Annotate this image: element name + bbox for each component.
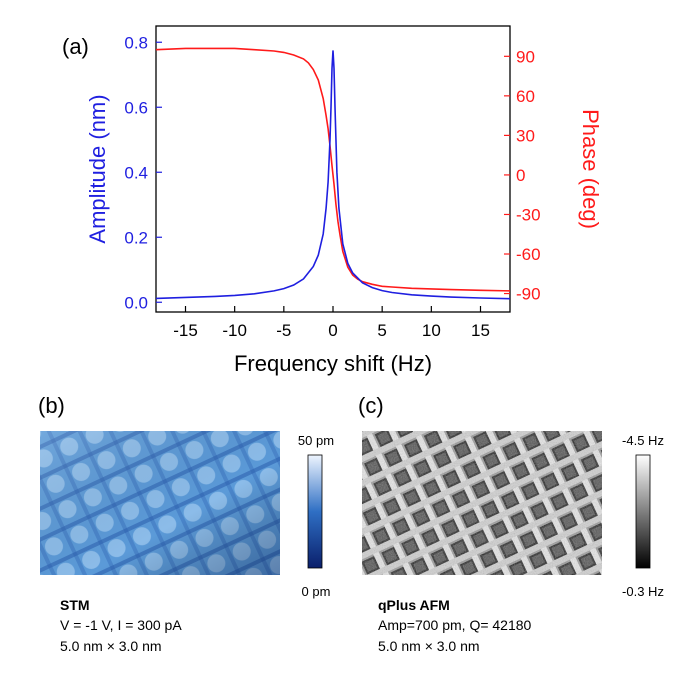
stm-colorbar-max: 50 pm: [298, 433, 334, 448]
y-left-tick-label: 0.4: [124, 163, 148, 182]
panel-c: (c) -4.5 Hz -0.3 Hz qPlus AFM Amp=700 pm…: [358, 393, 664, 654]
panel-b-label: (b): [38, 393, 65, 418]
y-right-tick-label: 90: [516, 47, 535, 66]
y-left-tick-label: 0.2: [124, 228, 148, 247]
y-left-tick-label: 0.6: [124, 98, 148, 117]
y-left-axis-label: Amplitude (nm): [85, 94, 110, 243]
panel-a-label: (a): [62, 34, 89, 59]
y-right-axis-label: Phase (deg): [578, 109, 603, 229]
y-right-tick-label: -60: [516, 245, 541, 264]
stm-info-2: 5.0 nm × 3.0 nm: [60, 638, 162, 654]
stm-colorbar-min: 0 pm: [302, 584, 331, 599]
stm-info-1: V = -1 V, I = 300 pA: [60, 617, 182, 633]
afm-colorbar-min: -0.3 Hz: [622, 584, 664, 599]
x-tick-label: -10: [222, 321, 247, 340]
afm-info-1: Amp=700 pm, Q= 42180: [378, 617, 532, 633]
amplitude-series-line: [155, 50, 511, 300]
axes-a: -15 -10 -5 0 5 10 15 0.0 0.2 0.4 0.6 0.8 -90 -60 -30 0 3…: [124, 33, 540, 340]
stm-colorbar: [307, 454, 323, 569]
y-right-tick-label: -90: [516, 285, 541, 304]
y-left-tick-label: 0.0: [124, 293, 148, 312]
x-tick-label: -15: [173, 321, 198, 340]
panel-c-label: (c): [358, 393, 384, 418]
x-tick-label: 0: [328, 321, 337, 340]
afm-info-2: 5.0 nm × 3.0 nm: [378, 638, 480, 654]
stm-image: [40, 431, 280, 575]
afm-image: [362, 431, 602, 575]
x-tick-label: 15: [471, 321, 490, 340]
x-tick-label: 5: [377, 321, 386, 340]
afm-title: qPlus AFM: [378, 597, 450, 613]
y-left-tick-label: 0.8: [124, 33, 148, 52]
x-tick-label: -5: [276, 321, 291, 340]
y-right-tick-label: 60: [516, 87, 535, 106]
phase-series-line: [155, 47, 511, 292]
y-right-tick-label: 0: [516, 166, 525, 185]
x-axis-label: Frequency shift (Hz): [234, 351, 432, 376]
panel-b: (b) 50 pm 0 pm STM V = -1 V, I = 300 pA …: [38, 393, 334, 654]
y-right-tick-label: 30: [516, 126, 535, 145]
y-right-tick-label: -30: [516, 205, 541, 224]
afm-colorbar-max: -4.5 Hz: [622, 433, 664, 448]
panel-a: (a) -15 -10 -5 0 5 10 150.00.20.40.60.8-90-60-…: [62, 25, 603, 376]
afm-colorbar: [635, 454, 651, 569]
x-tick-label: 10: [422, 321, 441, 340]
stm-title: STM: [60, 597, 90, 613]
